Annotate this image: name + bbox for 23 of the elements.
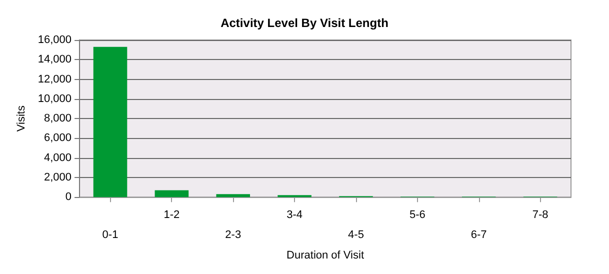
x-tick-label: 5-6 <box>409 209 426 222</box>
y-tick-label: 14,000 <box>38 54 72 66</box>
x-tick-label: 4-5 <box>348 229 364 242</box>
bar <box>93 46 128 198</box>
y-tick-label: 8,000 <box>44 112 72 125</box>
y-tick-label: 16,000 <box>38 34 72 46</box>
y-tick-label: 10,000 <box>38 92 72 105</box>
x-tick-label: 3-4 <box>286 209 303 222</box>
x-tick-label: 6-7 <box>470 229 487 242</box>
x-tick-label: 0-1 <box>102 229 118 242</box>
y-tick-label: 0 <box>65 191 72 204</box>
bar <box>154 190 189 198</box>
x-axis-title: Duration of Visit <box>286 250 364 262</box>
y-tick-label: 2,000 <box>44 171 72 184</box>
y-tick-label: 4,000 <box>44 152 72 164</box>
x-tick-label: 2-3 <box>225 229 242 242</box>
y-tick-label: 6,000 <box>44 132 72 144</box>
y-axis-title: Visits <box>16 105 28 132</box>
x-tick-label: 1-2 <box>164 209 180 222</box>
x-tick-label: 7-8 <box>532 209 548 222</box>
y-tick-label: 12,000 <box>38 73 72 86</box>
bar <box>216 194 250 198</box>
chart-title: Activity Level By Visit Length <box>220 16 388 30</box>
